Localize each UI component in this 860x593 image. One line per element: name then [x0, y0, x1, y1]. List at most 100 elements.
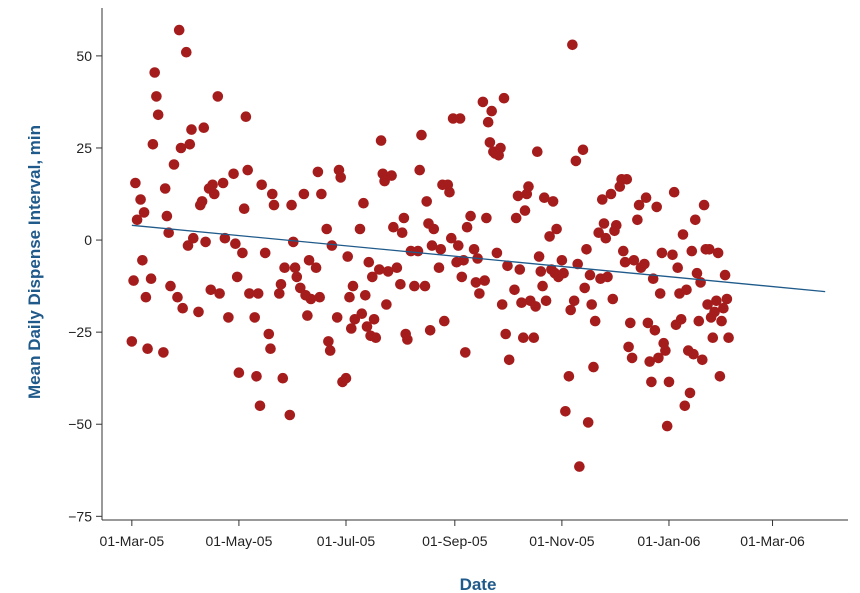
data-point — [537, 280, 548, 292]
data-point — [416, 129, 427, 141]
data-point — [632, 214, 643, 226]
data-point — [181, 46, 192, 58]
data-point — [238, 203, 250, 214]
data-point — [426, 240, 438, 251]
data-point — [444, 186, 455, 198]
data-point — [589, 315, 601, 327]
data-point — [460, 347, 471, 358]
data-point — [149, 67, 160, 78]
data-point — [251, 371, 262, 382]
data-point — [723, 332, 734, 344]
data-point — [209, 188, 220, 200]
data-point — [649, 325, 661, 336]
data-point — [391, 262, 403, 274]
data-point — [303, 254, 315, 266]
data-point — [633, 199, 645, 211]
data-point — [572, 258, 583, 270]
y-tick-label: −75 — [68, 508, 92, 524]
data-point — [474, 288, 485, 299]
data-point — [186, 124, 197, 135]
data-point — [519, 205, 531, 216]
data-point — [679, 400, 691, 412]
x-axis-ticks: 01-Mar-05 01-May-05 01-Jul-05 01-Sep-05 01-N… — [100, 520, 805, 549]
data-point — [388, 221, 399, 233]
data-point — [128, 275, 139, 286]
data-point — [152, 109, 164, 121]
data-point — [691, 267, 703, 279]
data-point — [500, 328, 512, 340]
data-point — [479, 275, 491, 286]
data-point — [456, 271, 468, 283]
data-point — [230, 238, 241, 249]
data-point — [177, 302, 188, 314]
data-point — [298, 188, 310, 200]
data-point — [654, 288, 666, 299]
data-point — [175, 142, 187, 154]
data-point — [465, 210, 476, 222]
x-tick-label: 01-Jul-05 — [317, 533, 376, 549]
data-point — [368, 314, 380, 325]
data-point — [510, 212, 522, 224]
data-point — [514, 264, 526, 275]
data-point — [625, 317, 636, 329]
data-point — [626, 352, 638, 364]
data-point — [252, 288, 264, 299]
data-point — [310, 262, 322, 274]
data-point — [135, 194, 146, 205]
data-point — [439, 315, 450, 327]
data-point — [342, 251, 354, 262]
y-tick-label: −25 — [68, 324, 92, 340]
y-tick-label: 25 — [76, 140, 92, 156]
data-point — [314, 291, 326, 303]
data-point — [142, 343, 153, 355]
data-point — [331, 312, 343, 323]
data-point — [716, 315, 727, 327]
data-point — [668, 186, 680, 198]
data-point — [611, 220, 622, 231]
data-point — [584, 269, 596, 281]
data-point — [131, 214, 143, 226]
data-point — [623, 341, 634, 353]
data-point — [165, 280, 176, 292]
data-point — [628, 254, 640, 266]
data-point — [663, 376, 675, 388]
data-point — [577, 144, 589, 156]
data-point — [672, 262, 683, 274]
data-point — [446, 232, 457, 244]
data-point — [347, 280, 359, 292]
data-point — [496, 299, 508, 310]
data-point — [419, 280, 431, 292]
data-point — [126, 336, 138, 347]
data-point — [547, 196, 559, 207]
data-point — [563, 371, 575, 382]
data-point — [675, 314, 687, 325]
data-point — [130, 177, 141, 189]
data-point — [370, 332, 382, 344]
data-point — [484, 137, 496, 148]
data-point — [256, 179, 268, 191]
data-point — [568, 295, 580, 307]
data-point — [284, 409, 296, 421]
data-point — [324, 345, 336, 356]
data-point — [242, 164, 253, 176]
data-point — [491, 247, 503, 259]
data-point — [602, 271, 613, 283]
data-point — [530, 301, 541, 312]
data-point — [249, 312, 260, 323]
data-point — [502, 260, 513, 272]
data-point — [516, 297, 527, 309]
data-point — [233, 367, 245, 379]
data-point — [305, 293, 317, 305]
data-point — [346, 323, 357, 334]
data-point — [356, 308, 368, 320]
data-point — [158, 347, 169, 358]
data-point — [640, 192, 652, 203]
data-point — [395, 279, 406, 290]
data-point — [651, 201, 662, 213]
data-point — [288, 236, 299, 248]
data-point — [231, 271, 243, 283]
data-point — [409, 280, 420, 292]
data-point — [544, 231, 555, 242]
data-point — [558, 267, 569, 279]
data-point — [498, 92, 510, 104]
